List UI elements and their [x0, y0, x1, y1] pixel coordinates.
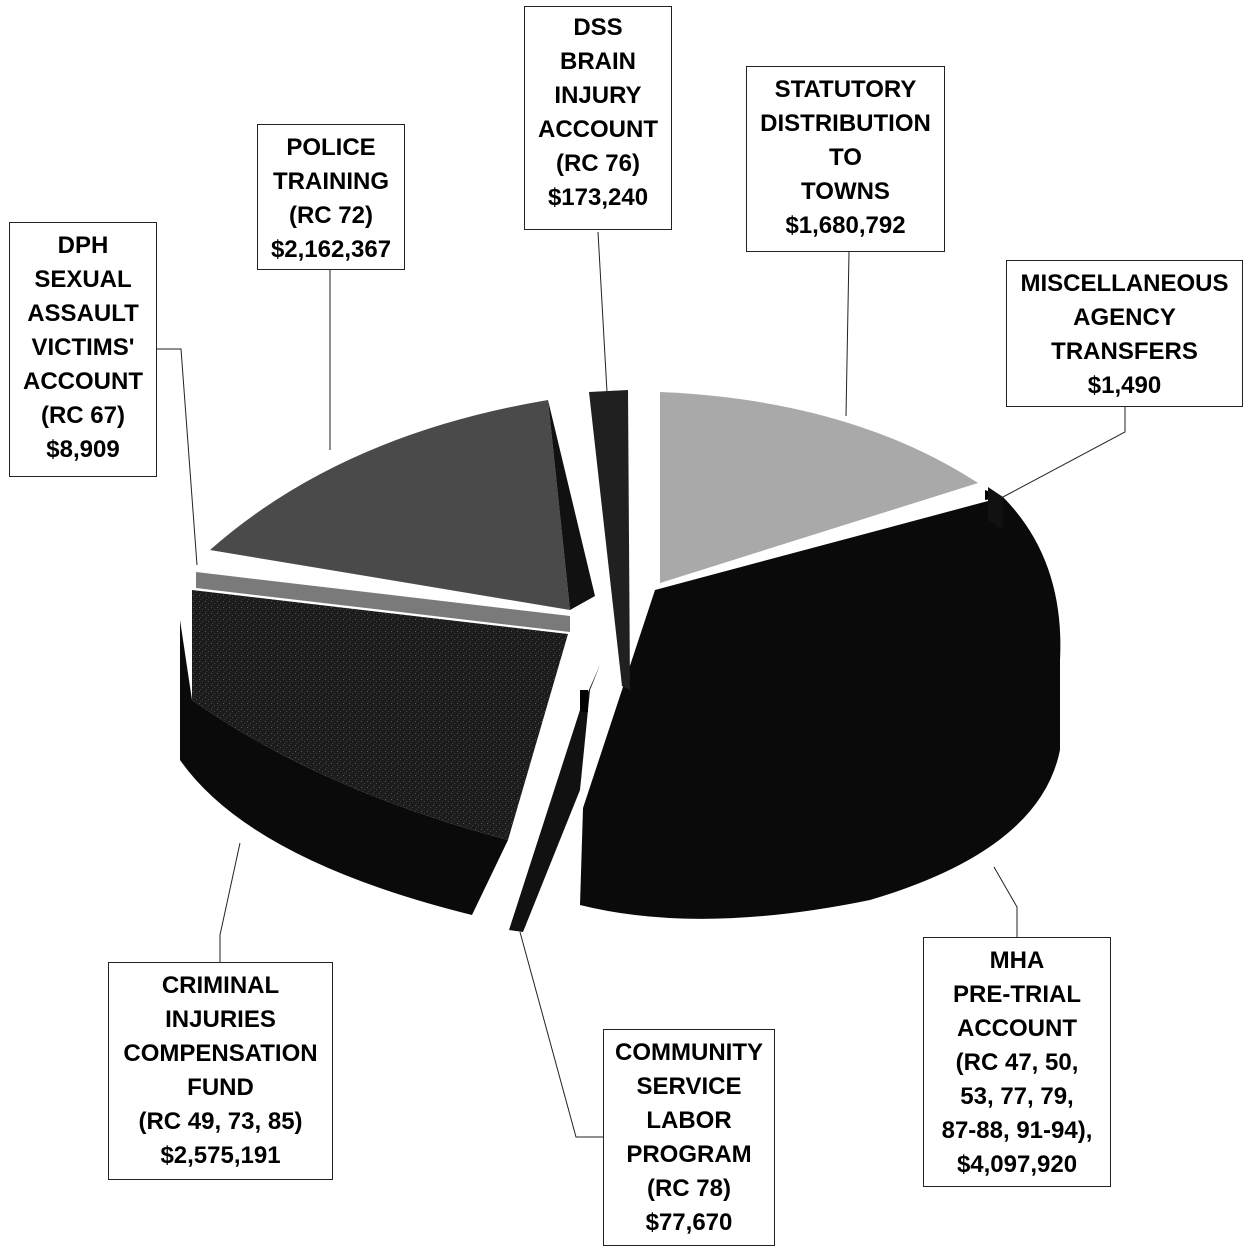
leader-line-towns	[845, 251, 850, 417]
label-mha-line: 53, 77, 79,	[960, 1083, 1074, 1110]
pie-slice-police-side	[548, 400, 595, 610]
label-mha-line: 87-88, 91-94),	[941, 1117, 1093, 1144]
label-dph-line: $8,909	[46, 436, 120, 463]
leader-line-dph	[157, 348, 198, 566]
label-dph: DPH SEXUAL ASSAULT VICTIMS' ACCOUNT (RC 67) $8…	[9, 222, 157, 477]
pie-slice-dph	[196, 572, 570, 632]
pie-slice-criminal	[192, 590, 568, 840]
label-community-line: COMMUNITY	[615, 1039, 763, 1066]
label-community-line: $77,670	[645, 1209, 733, 1236]
pie-slice-community	[509, 665, 600, 932]
label-dph-line: VICTIMS'	[31, 334, 135, 361]
label-misc-line: MISCELLANEOUS	[1020, 270, 1229, 297]
label-criminal: CRIMINAL INJURIES COMPENSATION FUND (RC 49, …	[108, 962, 333, 1180]
pie-slice-community-face	[580, 690, 588, 712]
label-mha-line: (RC 47, 50,	[955, 1049, 1079, 1076]
label-misc: MISCELLANEOUS AGENCY TRANSFERS $1,490	[1006, 260, 1243, 407]
label-police: POLICE TRAINING (RC 72) $2,162,367	[257, 124, 405, 270]
label-criminal-line: FUND	[187, 1074, 254, 1101]
label-criminal-line: (RC 49, 73, 85)	[138, 1108, 303, 1135]
label-towns: STATUTORY DISTRIBUTION TO TOWNS $1,680,792	[746, 66, 945, 252]
label-dph-line: ACCOUNT	[23, 368, 143, 395]
label-dph-line: SEXUAL	[34, 266, 132, 293]
label-brain-line: (RC 76)	[555, 150, 640, 177]
label-towns-line: TO	[829, 144, 862, 171]
label-criminal-line: INJURIES	[165, 1006, 276, 1033]
leader-line-misc	[1002, 405, 1126, 498]
label-towns-line: $1,680,792	[785, 212, 906, 239]
label-police-line: TRAINING	[273, 168, 389, 195]
leader-line-criminal	[219, 842, 241, 962]
label-towns-line: DISTRIBUTION	[760, 110, 931, 137]
label-towns-line: TOWNS	[801, 178, 890, 205]
label-dph-line: (RC 67)	[40, 402, 125, 429]
label-criminal-line: CRIMINAL	[161, 972, 280, 999]
label-community: COMMUNITY SERVICE LABOR PROGRAM (RC 78) $77,6…	[603, 1029, 775, 1246]
leader-line-mha	[993, 866, 1018, 937]
pie-slice-misc	[988, 487, 1003, 530]
label-community-line: LABOR	[646, 1107, 732, 1134]
label-police-line: (RC 72)	[288, 202, 373, 229]
label-criminal-line: $2,575,191	[160, 1142, 281, 1169]
leader-line-brain	[597, 231, 608, 393]
pie-slice-towns	[660, 392, 978, 583]
label-brain-line: ACCOUNT	[538, 116, 658, 143]
pie-slice-mha	[580, 497, 1061, 919]
label-criminal-line: COMPENSATION	[123, 1040, 318, 1067]
label-police-line: POLICE	[286, 134, 376, 161]
label-brain: DSS BRAIN INJURY ACCOUNT (RC 76) $173,240	[524, 6, 672, 230]
label-misc-line: AGENCY	[1073, 304, 1176, 331]
leader-lines	[157, 231, 1126, 1138]
pie-slice-criminal-side	[180, 620, 508, 915]
pie-slice-brain	[589, 390, 630, 690]
label-dph-line: ASSAULT	[27, 300, 139, 327]
label-mha: MHA PRE-TRIAL ACCOUNT (RC 47, 50, 53, 77, 79…	[923, 937, 1111, 1187]
label-brain-line: $173,240	[547, 184, 649, 211]
label-brain-line: BRAIN	[560, 48, 636, 75]
label-dph-line: DPH	[57, 232, 109, 259]
label-community-line: (RC 78)	[646, 1175, 731, 1202]
label-brain-line: DSS	[573, 14, 623, 41]
label-misc-line: $1,490	[1087, 372, 1162, 399]
label-mha-line: PRE-TRIAL	[953, 981, 1081, 1008]
label-mha-line: ACCOUNT	[957, 1015, 1077, 1042]
leader-line-community	[519, 931, 603, 1138]
label-community-line: PROGRAM	[626, 1141, 752, 1168]
label-brain-line: INJURY	[554, 82, 642, 109]
label-police-line: $2,162,367	[270, 236, 392, 263]
label-mha-line: $4,097,920	[956, 1151, 1078, 1178]
label-misc-line: TRANSFERS	[1051, 338, 1198, 365]
label-community-line: SERVICE	[636, 1073, 742, 1100]
label-mha-line: MHA	[989, 947, 1045, 974]
pie-slice-police	[210, 400, 570, 610]
label-towns-line: STATUTORY	[774, 76, 917, 103]
